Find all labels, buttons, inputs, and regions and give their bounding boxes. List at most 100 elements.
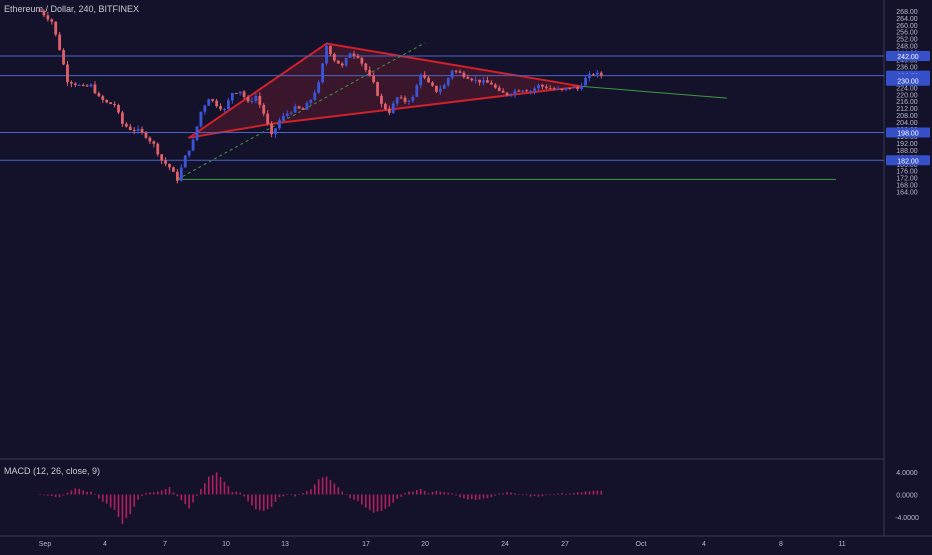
price-tick-label: 188.00 — [896, 148, 918, 155]
candle-body — [368, 69, 372, 76]
candle-body — [348, 53, 352, 58]
macd-histogram-bar — [325, 476, 328, 495]
macd-histogram-bar — [498, 493, 501, 495]
candle-body — [109, 102, 113, 104]
macd-histogram-bar — [117, 494, 120, 517]
macd-histogram-bar — [419, 488, 422, 495]
time-tick-label: 27 — [561, 541, 569, 548]
candle-body — [537, 84, 540, 89]
macd-histogram-bar — [482, 494, 485, 499]
candle-body — [227, 100, 230, 109]
macd-histogram-bar — [439, 491, 442, 495]
candle-body — [136, 128, 140, 131]
macd-histogram-bar — [156, 491, 159, 495]
macd-histogram-bar — [98, 494, 100, 499]
macd-histogram-bar — [90, 491, 92, 495]
candle-body — [352, 53, 356, 56]
macd-histogram-bar — [58, 494, 61, 498]
price-tick-label: 260.00 — [896, 23, 918, 30]
candle-body — [172, 167, 175, 172]
macd-histogram-bar — [596, 490, 599, 495]
macd-histogram-bar — [545, 494, 548, 496]
price-tick-label: 256.00 — [896, 30, 918, 37]
macd-histogram-bar — [329, 479, 332, 495]
candle-body — [242, 91, 246, 98]
candle-body — [144, 132, 148, 138]
macd-histogram-bar — [47, 494, 49, 496]
macd-histogram-bar — [50, 494, 53, 497]
macd-histogram-bar — [129, 494, 132, 515]
candle-body — [207, 99, 211, 106]
candle-body — [175, 171, 179, 181]
macd-histogram-bar — [514, 493, 516, 495]
price-tag-label: 230.00 — [897, 79, 919, 86]
macd-histogram-bar — [490, 494, 493, 498]
candle-body — [435, 85, 438, 92]
price-tag-label: 182.00 — [897, 158, 919, 165]
candle-body — [38, 10, 42, 12]
price-tick-label: 216.00 — [896, 99, 918, 106]
macd-histogram-bar — [286, 494, 289, 495]
macd-histogram-bar — [215, 472, 218, 495]
macd-histogram-bar — [231, 491, 234, 495]
candle-body — [58, 34, 62, 51]
candle-body — [85, 85, 89, 87]
candle-body — [179, 167, 183, 181]
macd-histogram-bar — [294, 494, 296, 497]
candle-body — [560, 88, 564, 90]
price-tick-label: 252.00 — [896, 37, 918, 44]
macd-histogram-bar — [160, 490, 163, 495]
candle-body — [572, 87, 576, 89]
candle-body — [183, 155, 187, 168]
time-tick-label: 10 — [222, 541, 230, 548]
macd-histogram-bar — [463, 494, 465, 499]
candle-body — [411, 96, 415, 101]
candle-body — [450, 70, 454, 78]
macd-histogram-bar — [188, 494, 190, 509]
macd-histogram-bar — [396, 494, 398, 499]
macd-histogram-bar — [321, 477, 324, 495]
candle-body — [407, 100, 411, 102]
macd-histogram-bar — [168, 487, 171, 495]
macd-histogram-bar — [416, 490, 418, 495]
macd-histogram-bar — [239, 492, 241, 495]
candle-body — [552, 88, 556, 90]
macd-histogram-bar — [443, 492, 446, 495]
price-tick-label: 268.00 — [896, 9, 918, 16]
macd-histogram-bar — [306, 491, 308, 495]
macd-histogram-bar — [388, 494, 391, 507]
macd-histogram-bar — [259, 494, 261, 511]
macd-histogram-bar — [282, 494, 285, 497]
macd-histogram-bar — [592, 490, 595, 495]
price-tick-label: 220.00 — [896, 92, 918, 99]
price-tag-bg — [886, 75, 930, 86]
candle-body — [533, 88, 536, 92]
candle-body — [360, 57, 364, 64]
candle-body — [230, 93, 234, 101]
candle-body — [195, 126, 199, 140]
macd-histogram-bar — [561, 493, 563, 495]
macd-histogram-bar — [474, 494, 477, 501]
candle-body — [474, 79, 478, 81]
time-tick-label: 4 — [103, 541, 107, 548]
candle-body — [332, 54, 336, 61]
price-tag-bg — [886, 127, 930, 138]
macd-histogram-bar — [184, 494, 187, 505]
time-tick-label: 8 — [779, 541, 783, 548]
macd-histogram-bar — [412, 491, 414, 495]
price-tick-label: 164.00 — [896, 190, 918, 197]
macd-histogram-bar — [408, 491, 410, 495]
macd-histogram-bar — [82, 490, 84, 495]
macd-histogram-bar — [510, 492, 512, 495]
macd-histogram-bar — [290, 494, 292, 496]
macd-histogram-bar — [341, 491, 344, 495]
candle-body — [478, 79, 481, 83]
price-tick-label: 248.00 — [896, 44, 918, 51]
macd-histogram-bar — [121, 494, 124, 524]
candle-body — [215, 100, 219, 107]
macd-histogram-bar — [235, 491, 238, 495]
candle-body — [372, 75, 376, 83]
macd-histogram-bar — [149, 492, 151, 495]
